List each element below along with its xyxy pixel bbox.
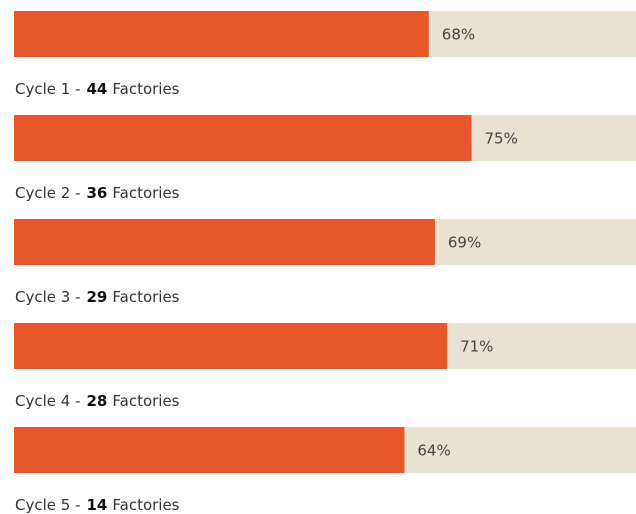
factory-unit: Factories bbox=[112, 288, 179, 306]
value-label: 64% bbox=[417, 442, 450, 460]
cycle-label: Cycle 3 - bbox=[15, 288, 81, 306]
category-label: Cycle 4 - 28 Factories bbox=[15, 392, 180, 410]
factory-count: 28 bbox=[87, 392, 108, 410]
factory-count: 29 bbox=[87, 288, 108, 306]
factory-count: 44 bbox=[87, 80, 108, 98]
value-label: 68% bbox=[442, 26, 475, 44]
cycle-label: Cycle 4 - bbox=[15, 392, 81, 410]
cycle-label: Cycle 2 - bbox=[15, 184, 81, 202]
bar bbox=[14, 11, 429, 57]
factory-unit: Factories bbox=[112, 80, 179, 98]
value-label: 71% bbox=[460, 338, 493, 356]
factory-unit: Factories bbox=[112, 496, 179, 514]
cycle-label: Cycle 5 - bbox=[15, 496, 81, 514]
bar bbox=[14, 427, 405, 473]
factory-count: 14 bbox=[87, 496, 108, 514]
category-label: Cycle 1 - 44 Factories bbox=[15, 80, 180, 98]
bar bbox=[14, 115, 472, 161]
cycle-label: Cycle 1 - bbox=[15, 80, 81, 98]
factory-unit: Factories bbox=[112, 392, 179, 410]
factory-unit: Factories bbox=[112, 184, 179, 202]
category-label: Cycle 5 - 14 Factories bbox=[15, 496, 180, 514]
category-label: Cycle 3 - 29 Factories bbox=[15, 288, 180, 306]
factory-count: 36 bbox=[87, 184, 108, 202]
category-label: Cycle 2 - 36 Factories bbox=[15, 184, 180, 202]
bar bbox=[14, 323, 448, 369]
bar bbox=[14, 219, 435, 265]
value-label: 75% bbox=[485, 130, 518, 148]
value-label: 69% bbox=[448, 234, 481, 252]
